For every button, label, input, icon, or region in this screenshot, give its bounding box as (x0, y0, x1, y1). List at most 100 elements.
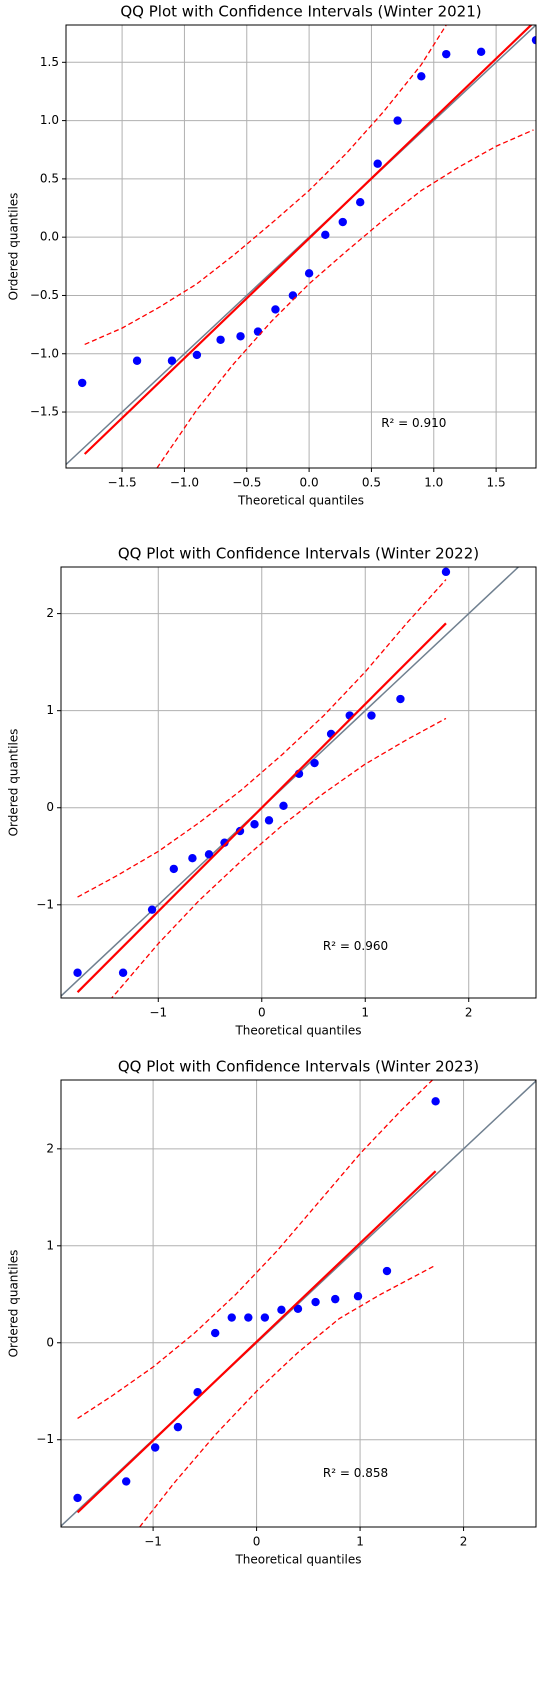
data-point (476, 47, 486, 57)
data-point (264, 816, 274, 825)
y-tick-label: 0.0 (40, 230, 59, 244)
data-point (353, 1292, 363, 1301)
x-tick-label: −1 (144, 1535, 162, 1549)
subplot: −1 0 1 2 −1 0 1 2 R² = 0.960 QQ Plot with Confide… (7, 545, 537, 1038)
data-point (431, 1097, 440, 1106)
plot-content (61, 567, 519, 998)
x-tick-label: 2 (460, 1535, 468, 1549)
x-tick-label: 1 (356, 1535, 364, 1549)
data-point (396, 694, 405, 704)
plot-content (61, 1080, 536, 1527)
y-tick-label: 1 (46, 1238, 54, 1252)
data-point (121, 1477, 131, 1486)
data-point (173, 1422, 183, 1432)
plot-area (61, 567, 536, 998)
y-tick-label: 1.0 (40, 113, 59, 127)
x-tick-label: 2 (465, 1006, 473, 1020)
y-tick-label: 0 (46, 800, 54, 814)
x-tick-label: 0.0 (300, 476, 319, 490)
data-point (250, 820, 259, 829)
data-point (304, 269, 314, 278)
fit-line (83, 25, 533, 455)
x-tick-label: 0.5 (362, 476, 381, 490)
annotation: R² = 0.910 (381, 416, 446, 430)
y-axis-label: Ordered quantiles (7, 1250, 21, 1358)
data-point (260, 1313, 270, 1322)
data-point (167, 356, 177, 365)
data-point (192, 350, 202, 360)
y-tick-label: −1.5 (30, 405, 59, 419)
subplot: −1 0 1 2 −1 0 1 2 R² = 0.858 QQ Plot with Confide… (7, 1058, 537, 1567)
confidence-band (77, 579, 447, 898)
x-tick-label: 0 (253, 1535, 261, 1549)
x-tick-label: −1.0 (170, 476, 199, 490)
confidence-band (110, 717, 447, 998)
confidence-band (84, 25, 447, 346)
x-tick-label: −1 (149, 1006, 167, 1020)
data-point (169, 864, 178, 874)
annotation: R² = 0.960 (323, 939, 388, 953)
data-point (227, 1313, 236, 1322)
x-tick-label: 1.5 (487, 476, 506, 490)
y-axis-label: Ordered quantiles (7, 729, 21, 837)
data-point (73, 1493, 82, 1503)
data-point (73, 968, 82, 977)
fit-line (76, 1170, 437, 1514)
x-tick-label: 1.0 (424, 476, 443, 490)
chart-title: QQ Plot with Confidence Intervals (Winte… (120, 3, 481, 21)
data-point (356, 198, 365, 207)
data-point (210, 1328, 220, 1338)
confidence-band (156, 129, 534, 468)
data-point (367, 711, 376, 720)
confidence-band (139, 1264, 436, 1527)
data-point (311, 1297, 320, 1307)
x-axis-label: Theoretical quantiles (234, 1024, 361, 1038)
y-tick-label: 2 (46, 606, 54, 620)
data-point (417, 72, 426, 81)
data-point (193, 1388, 202, 1397)
data-point (310, 758, 319, 768)
y-tick-label: −1 (36, 897, 54, 911)
data-point (78, 378, 87, 388)
chart-title: QQ Plot with Confidence Intervals (Winte… (118, 545, 479, 563)
data-point (293, 1304, 303, 1314)
confidence-band (77, 1080, 433, 1419)
data-point (321, 230, 330, 240)
y-tick-label: 1 (46, 703, 54, 717)
data-point (338, 217, 347, 227)
y-tick-label: 1.5 (40, 55, 59, 69)
y-tick-label: −1.0 (30, 346, 59, 360)
subplot: −1.5 −1.0 −0.5 0.0 0.5 1.0 1.5 −1.5 −1.0 −0.5 0.0 0… (7, 3, 537, 508)
y-axis-label: Ordered quantiles (7, 193, 21, 301)
data-point (393, 116, 402, 125)
plot-content (66, 25, 536, 468)
data-point (132, 356, 142, 365)
data-point (147, 905, 157, 914)
data-point (331, 1294, 340, 1304)
x-tick-label: −1.5 (108, 476, 137, 490)
axes-frame (65, 24, 537, 469)
axes-frame (60, 566, 537, 999)
data-point (236, 332, 245, 341)
reference-line (61, 567, 519, 997)
data-point (204, 850, 214, 859)
y-tick-label: −1 (36, 1432, 54, 1446)
data-point (253, 327, 263, 336)
data-point (271, 305, 280, 314)
data-point (220, 838, 229, 847)
y-tick-label: 0 (46, 1335, 54, 1349)
x-axis-label: Theoretical quantiles (237, 494, 364, 508)
data-point (441, 567, 451, 577)
data-point (150, 1443, 160, 1452)
data-point (382, 1266, 392, 1276)
data-point (216, 335, 225, 344)
data-point (279, 801, 288, 810)
y-tick-label: −0.5 (30, 288, 59, 302)
y-tick-label: 2 (46, 1141, 54, 1155)
data-point (277, 1305, 286, 1315)
y-tick-label: 0.5 (40, 171, 59, 185)
x-tick-label: 1 (361, 1006, 369, 1020)
annotation: R² = 0.858 (323, 1466, 388, 1480)
x-tick-label: 0 (258, 1006, 266, 1020)
